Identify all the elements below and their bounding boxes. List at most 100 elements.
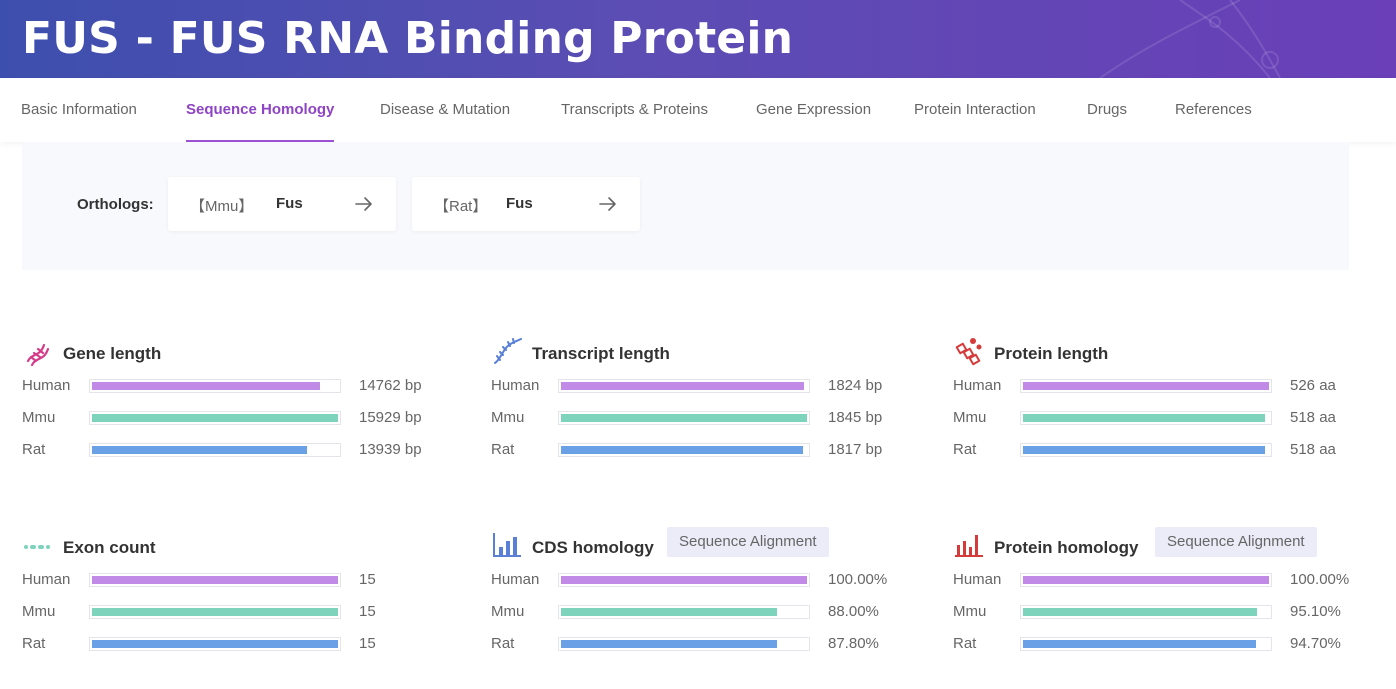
- ortholog-species: 【Rat】: [434, 198, 488, 215]
- bar-fill-mmu: [1023, 608, 1257, 616]
- row-human: Human 100.00%: [953, 570, 1373, 590]
- bar-track: [1020, 411, 1272, 425]
- row-human: Human 15: [22, 570, 442, 590]
- row-value: 94.70%: [1290, 635, 1341, 652]
- bar-fill-rat: [561, 640, 777, 648]
- bar-track: [1020, 637, 1272, 651]
- row-label: Human: [953, 377, 1002, 394]
- bar-track: [1020, 379, 1272, 393]
- row-value: 518 aa: [1290, 441, 1336, 458]
- row-label: Rat: [491, 635, 515, 652]
- card-title: Transcript length: [532, 344, 670, 363]
- bar-fill-rat: [1023, 446, 1265, 454]
- row-rat: Rat 87.80%: [491, 634, 911, 654]
- row-label: Rat: [22, 635, 46, 652]
- cds-sequence-alignment-button[interactable]: Sequence Alignment: [667, 527, 829, 557]
- tab-basic-information[interactable]: Basic Information: [21, 101, 137, 118]
- row-mmu: Mmu 15: [22, 602, 442, 622]
- ortholog-card-rat[interactable]: 【Rat】 Fus: [412, 177, 640, 231]
- exon-icon: [24, 545, 50, 549]
- row-value: 15929 bp: [359, 409, 422, 426]
- row-value: 15: [359, 635, 376, 652]
- bar-track: [558, 637, 810, 651]
- orthologs-label: Orthologs:: [77, 196, 154, 213]
- bar-fill-human: [561, 576, 807, 584]
- row-mmu: Mmu 95.10%: [953, 602, 1373, 622]
- bar-track: [558, 605, 810, 619]
- row-value: 13939 bp: [359, 441, 422, 458]
- transcript-length-card: Transcript length Human 1824 bp Mmu 1845…: [491, 338, 911, 473]
- protein-sequence-alignment-button[interactable]: Sequence Alignment: [1155, 527, 1317, 557]
- arrow-right-icon: [599, 197, 616, 211]
- row-mmu: Mmu 1845 bp: [491, 408, 911, 428]
- ortholog-card-mmu[interactable]: 【Mmu】 Fus: [168, 177, 396, 231]
- row-value: 15: [359, 571, 376, 588]
- row-label: Mmu: [953, 603, 987, 620]
- bar-track: [1020, 573, 1272, 587]
- bar-fill-rat: [561, 446, 803, 454]
- tab-gene-expression[interactable]: Gene Expression: [756, 101, 872, 118]
- tab-sequence-homology[interactable]: Sequence Homology: [186, 78, 335, 142]
- row-label: Rat: [953, 441, 977, 458]
- bar-track: [89, 411, 341, 425]
- row-value: 1845 bp: [828, 409, 883, 426]
- bar-track: [558, 411, 810, 425]
- protein-homology-card: Protein homology Sequence Alignment Huma…: [953, 527, 1373, 667]
- card-title: Protein homology: [994, 538, 1139, 557]
- bar-fill-rat: [92, 446, 307, 454]
- rna-strand-icon: [494, 338, 522, 364]
- bar-fill-human: [1023, 382, 1269, 390]
- tab-transcripts-proteins[interactable]: Transcripts & Proteins: [561, 101, 708, 118]
- row-rat: Rat 1817 bp: [491, 440, 911, 460]
- row-label: Mmu: [22, 409, 56, 426]
- tab-disease-mutation[interactable]: Disease & Mutation: [380, 101, 511, 118]
- bar-track: [89, 573, 341, 587]
- tab-drugs[interactable]: Drugs: [1087, 101, 1128, 118]
- row-value: 518 aa: [1290, 409, 1336, 426]
- ortholog-gene: Fus: [506, 195, 533, 212]
- bar-fill-mmu: [561, 608, 777, 616]
- row-human: Human 14762 bp: [22, 376, 442, 396]
- row-value: 526 aa: [1290, 377, 1336, 394]
- bar-fill-rat: [92, 640, 338, 648]
- ortholog-gene: Fus: [276, 195, 303, 212]
- card-title: Protein length: [994, 344, 1109, 363]
- row-label: Human: [491, 571, 540, 588]
- row-label: Human: [22, 377, 71, 394]
- row-label: Human: [22, 571, 71, 588]
- bar-track: [558, 573, 810, 587]
- row-value: 15: [359, 603, 376, 620]
- row-label: Human: [491, 377, 540, 394]
- row-mmu: Mmu 15929 bp: [22, 408, 442, 428]
- tab-protein-interaction[interactable]: Protein Interaction: [914, 101, 1036, 118]
- arrow-right-icon: [355, 197, 372, 211]
- row-value: 14762 bp: [359, 377, 422, 394]
- card-title: Exon count: [63, 538, 156, 557]
- row-label: Mmu: [491, 603, 525, 620]
- row-value: 88.00%: [828, 603, 879, 620]
- exon-count-card: Exon count Human 15 Mmu 15 Rat 15: [22, 537, 442, 667]
- row-value: 1817 bp: [828, 441, 883, 458]
- row-rat: Rat 518 aa: [953, 440, 1373, 460]
- bar-fill-human: [561, 382, 804, 390]
- dna-icon: [26, 343, 50, 367]
- card-title: CDS homology: [532, 538, 654, 557]
- row-label: Rat: [491, 441, 515, 458]
- header-background-decoration: [1099, 0, 1281, 78]
- bar-fill-mmu: [1023, 414, 1265, 422]
- row-value: 100.00%: [828, 571, 888, 588]
- row-value: 95.10%: [1290, 603, 1341, 620]
- row-label: Human: [953, 571, 1002, 588]
- bar-fill-rat: [1023, 640, 1256, 648]
- row-rat: Rat 15: [22, 634, 442, 654]
- row-human: Human 100.00%: [491, 570, 911, 590]
- bar-chart-icon: [493, 533, 521, 557]
- bar-track: [558, 379, 810, 393]
- row-label: Rat: [22, 441, 46, 458]
- row-rat: Rat 94.70%: [953, 634, 1373, 654]
- tab-references[interactable]: References: [1175, 101, 1252, 118]
- cds-homology-card: CDS homology Sequence Alignment Human 10…: [491, 527, 911, 667]
- bar-fill-human: [1023, 576, 1269, 584]
- page-header: FUS - FUS RNA Binding Protein: [0, 0, 1396, 78]
- row-mmu: Mmu 518 aa: [953, 408, 1373, 428]
